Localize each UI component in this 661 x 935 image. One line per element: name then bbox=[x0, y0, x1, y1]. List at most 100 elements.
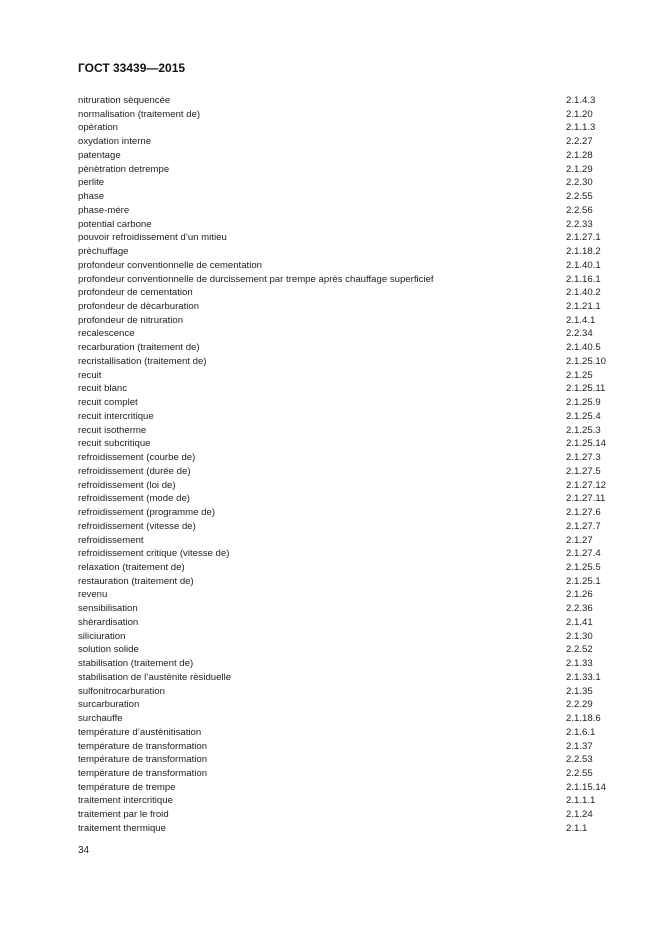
index-entry: recalescence 2.2.34 bbox=[78, 327, 638, 341]
index-entry: recuit intercritique 2.1.25.4 bbox=[78, 410, 638, 424]
index-term: pènètration detrempe bbox=[78, 163, 170, 175]
index-term: phase-mére bbox=[78, 204, 130, 216]
index-term: recarburation (traitement de) bbox=[78, 342, 200, 354]
index-reference: 2.1.16.1 bbox=[566, 273, 601, 285]
index-reference: 2.1.27.5 bbox=[566, 465, 601, 477]
index-reference: 2.1.27 bbox=[566, 534, 593, 546]
index-term: solution solide bbox=[78, 644, 139, 656]
index-reference: 2.1.4.3 bbox=[566, 95, 596, 106]
index-term: revenu bbox=[78, 589, 108, 601]
index-reference: 2.2.30 bbox=[566, 177, 593, 189]
index-reference: 2.1.1.3 bbox=[566, 122, 596, 134]
index-entry: recristallisation (traitement de) 2.1.25.… bbox=[78, 355, 638, 369]
index-reference: 2.1.25.14 bbox=[566, 438, 607, 450]
index-reference: 2.1.27.12 bbox=[566, 479, 607, 491]
index-entry: sulfonitrocarburation 2.1.35 bbox=[78, 685, 638, 699]
index-term: prèchuffage bbox=[78, 246, 129, 258]
index-reference: 2.1.29 bbox=[566, 163, 593, 175]
index-term: opèration bbox=[78, 122, 119, 134]
index-reference: 2.1.27.7 bbox=[566, 520, 601, 532]
index-entry: recuit complet 2.1.25.9 bbox=[78, 396, 638, 410]
index-entry: refroidissement (mode de) 2.1.27.11 bbox=[78, 492, 638, 506]
index-term: perlite bbox=[78, 177, 105, 189]
index-term: température de transformation bbox=[78, 740, 208, 752]
index-entry: normalisation (traitement de) 2.1.20 bbox=[78, 108, 638, 122]
index-entry: traitement intercritique 2.1.1.1 bbox=[78, 794, 638, 808]
index-entry: refroidissement critique (vitesse de) 2.1… bbox=[78, 547, 638, 561]
index-term: relaxation (traitement de) bbox=[78, 561, 185, 573]
index-entry: shèrardisation 2.1.41 bbox=[78, 616, 638, 630]
index-entry: profondeur conventionnelle de cementatio… bbox=[78, 259, 638, 273]
index-entry: restauration (traitement de) 2.1.25.1 bbox=[78, 575, 638, 589]
index-term: recuit complet bbox=[78, 397, 138, 409]
index-entry: refroidissement 2.1.27 bbox=[78, 534, 638, 548]
index-entry: profondeur conventionnelle de durcisseme… bbox=[78, 273, 638, 287]
index-term: surcarburation bbox=[78, 699, 140, 711]
index-term: recuit subcritique bbox=[78, 438, 151, 450]
index-entry: température de trempe 2.1.15.14 bbox=[78, 781, 638, 795]
index-term: refroidissement bbox=[78, 534, 144, 546]
index-entry: nitruration sèquencèe 2.1.4.3 bbox=[78, 94, 638, 108]
index-term: traitement intercritique bbox=[78, 795, 173, 807]
index-reference: 2.1.30 bbox=[566, 630, 593, 642]
index-term: profondeur conventionnelle de durcisseme… bbox=[78, 273, 434, 285]
index-entry: potential carbone 2.2.33 bbox=[78, 218, 638, 232]
index-term: phase bbox=[78, 191, 105, 203]
index-reference: 2.1.27.11 bbox=[566, 493, 606, 505]
index-reference: 2.2.33 bbox=[566, 218, 593, 230]
index-entry: revenu 2.1.26 bbox=[78, 588, 638, 602]
index-entry: profondeur de dècarburation 2.1.21.1 bbox=[78, 300, 638, 314]
index-reference: 2.2.52 bbox=[566, 644, 593, 656]
index-reference: 2.1.40.5 bbox=[566, 342, 601, 354]
index-reference: 2.1.25 bbox=[566, 369, 593, 381]
index-reference: 2.1.25.9 bbox=[566, 397, 601, 409]
index-term: nitruration sèquencèe bbox=[78, 95, 171, 106]
index-reference: 2.1.37 bbox=[566, 740, 593, 752]
index-term: profondeur de nitruration bbox=[78, 314, 184, 326]
index-reference: 2.2.56 bbox=[566, 204, 593, 216]
index-reference: 2.1.40.1 bbox=[566, 259, 601, 271]
index-reference: 2.1.20 bbox=[566, 108, 593, 120]
index-entry: température d’austènitisation 2.1.6.1 bbox=[78, 726, 638, 740]
index-reference: 2.2.34 bbox=[566, 328, 593, 340]
index-term: siliciuration bbox=[78, 630, 126, 642]
index-term: potential carbone bbox=[78, 218, 152, 230]
index-entry: température de transformation 2.2.55 bbox=[78, 767, 638, 781]
index-entry: recuit 2.1.25 bbox=[78, 369, 638, 383]
index-entry: pouvoir refroidissement d’un mitieu 2.1.2… bbox=[78, 231, 638, 245]
index-entry: relaxation (traitement de) 2.1.25.5 bbox=[78, 561, 638, 575]
index-entry: pènètration detrempe 2.1.29 bbox=[78, 163, 638, 177]
document-header: ГОСТ 33439—2015 bbox=[78, 61, 186, 75]
index-reference: 2.2.27 bbox=[566, 136, 593, 148]
index-reference: 2.1.1.1 bbox=[566, 795, 596, 807]
index-reference: 2.1.25.10 bbox=[566, 355, 607, 367]
index-term: shèrardisation bbox=[78, 616, 139, 628]
index-reference: 2.1.25.11 bbox=[566, 383, 606, 395]
index-entry: température de transformation 2.1.37 bbox=[78, 740, 638, 754]
index-term: traitement par le froid bbox=[78, 809, 169, 821]
index-term: profondeur conventionnelle de cementatio… bbox=[78, 259, 263, 271]
index-reference: 2.1.27.3 bbox=[566, 452, 601, 464]
index-term: pouvoir refroidissement d’un mitieu bbox=[78, 232, 227, 244]
index-entry: solution solide 2.2.52 bbox=[78, 643, 638, 657]
index-entry: refroidissement (programme de) 2.1.27.6 bbox=[78, 506, 638, 520]
index-term: refroidissement (loi de) bbox=[78, 479, 176, 491]
index-reference: 2.1.18.2 bbox=[566, 246, 601, 258]
index-term: température de trempe bbox=[78, 781, 176, 793]
index-entry: patentage 2.1.28 bbox=[78, 149, 638, 163]
index-term: refroidissement (courbe de) bbox=[78, 452, 196, 464]
index-entry: phase-mére 2.2.56 bbox=[78, 204, 638, 218]
index-entry: prèchuffage 2.1.18.2 bbox=[78, 245, 638, 259]
index-term: refroidissement (durée de) bbox=[78, 465, 191, 477]
index-entry: traitement par le froid 2.1.24 bbox=[78, 808, 638, 822]
index-entry: refroidissement (courbe de) 2.1.27.3 bbox=[78, 451, 638, 465]
index-reference: 2.1.15.14 bbox=[566, 781, 607, 793]
index-entry: stabilisation de l’austènite rèsiduelle 2… bbox=[78, 671, 638, 685]
index-term: stabilisation (traitement de) bbox=[78, 658, 194, 670]
index-list: nitruration sèquencèe 2.1.4.3 normalisatio… bbox=[78, 94, 638, 836]
index-term: refroidissement (mode de) bbox=[78, 493, 190, 505]
index-reference: 2.1.27.6 bbox=[566, 507, 601, 519]
index-reference: 2.1.25.1 bbox=[566, 575, 601, 587]
index-term: température de transformation bbox=[78, 767, 208, 779]
index-term: stabilisation de l’austènite rèsiduelle bbox=[78, 671, 232, 683]
